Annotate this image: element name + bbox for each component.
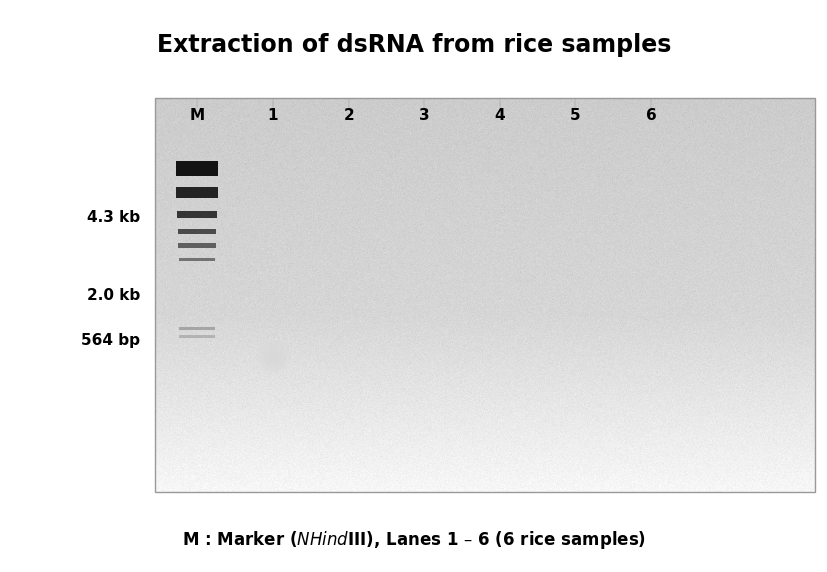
Text: 3: 3 xyxy=(418,109,428,124)
Text: 4: 4 xyxy=(494,109,504,124)
Text: 4.3 kb: 4.3 kb xyxy=(87,210,140,225)
Text: M : Marker ($\mathit{N}$$\mathit{Hind}$III), Lanes 1 – 6 (6 rice samples): M : Marker ($\mathit{N}$$\mathit{Hind}$I… xyxy=(182,529,645,551)
Text: Extraction of dsRNA from rice samples: Extraction of dsRNA from rice samples xyxy=(156,33,671,57)
Text: M: M xyxy=(189,109,204,124)
Text: 6: 6 xyxy=(645,109,656,124)
Text: 5: 5 xyxy=(569,109,580,124)
Text: 1: 1 xyxy=(267,109,278,124)
Bar xyxy=(155,98,814,492)
Text: 564 bp: 564 bp xyxy=(81,332,140,348)
Text: 2.0 kb: 2.0 kb xyxy=(87,288,140,303)
Text: 2: 2 xyxy=(343,109,354,124)
